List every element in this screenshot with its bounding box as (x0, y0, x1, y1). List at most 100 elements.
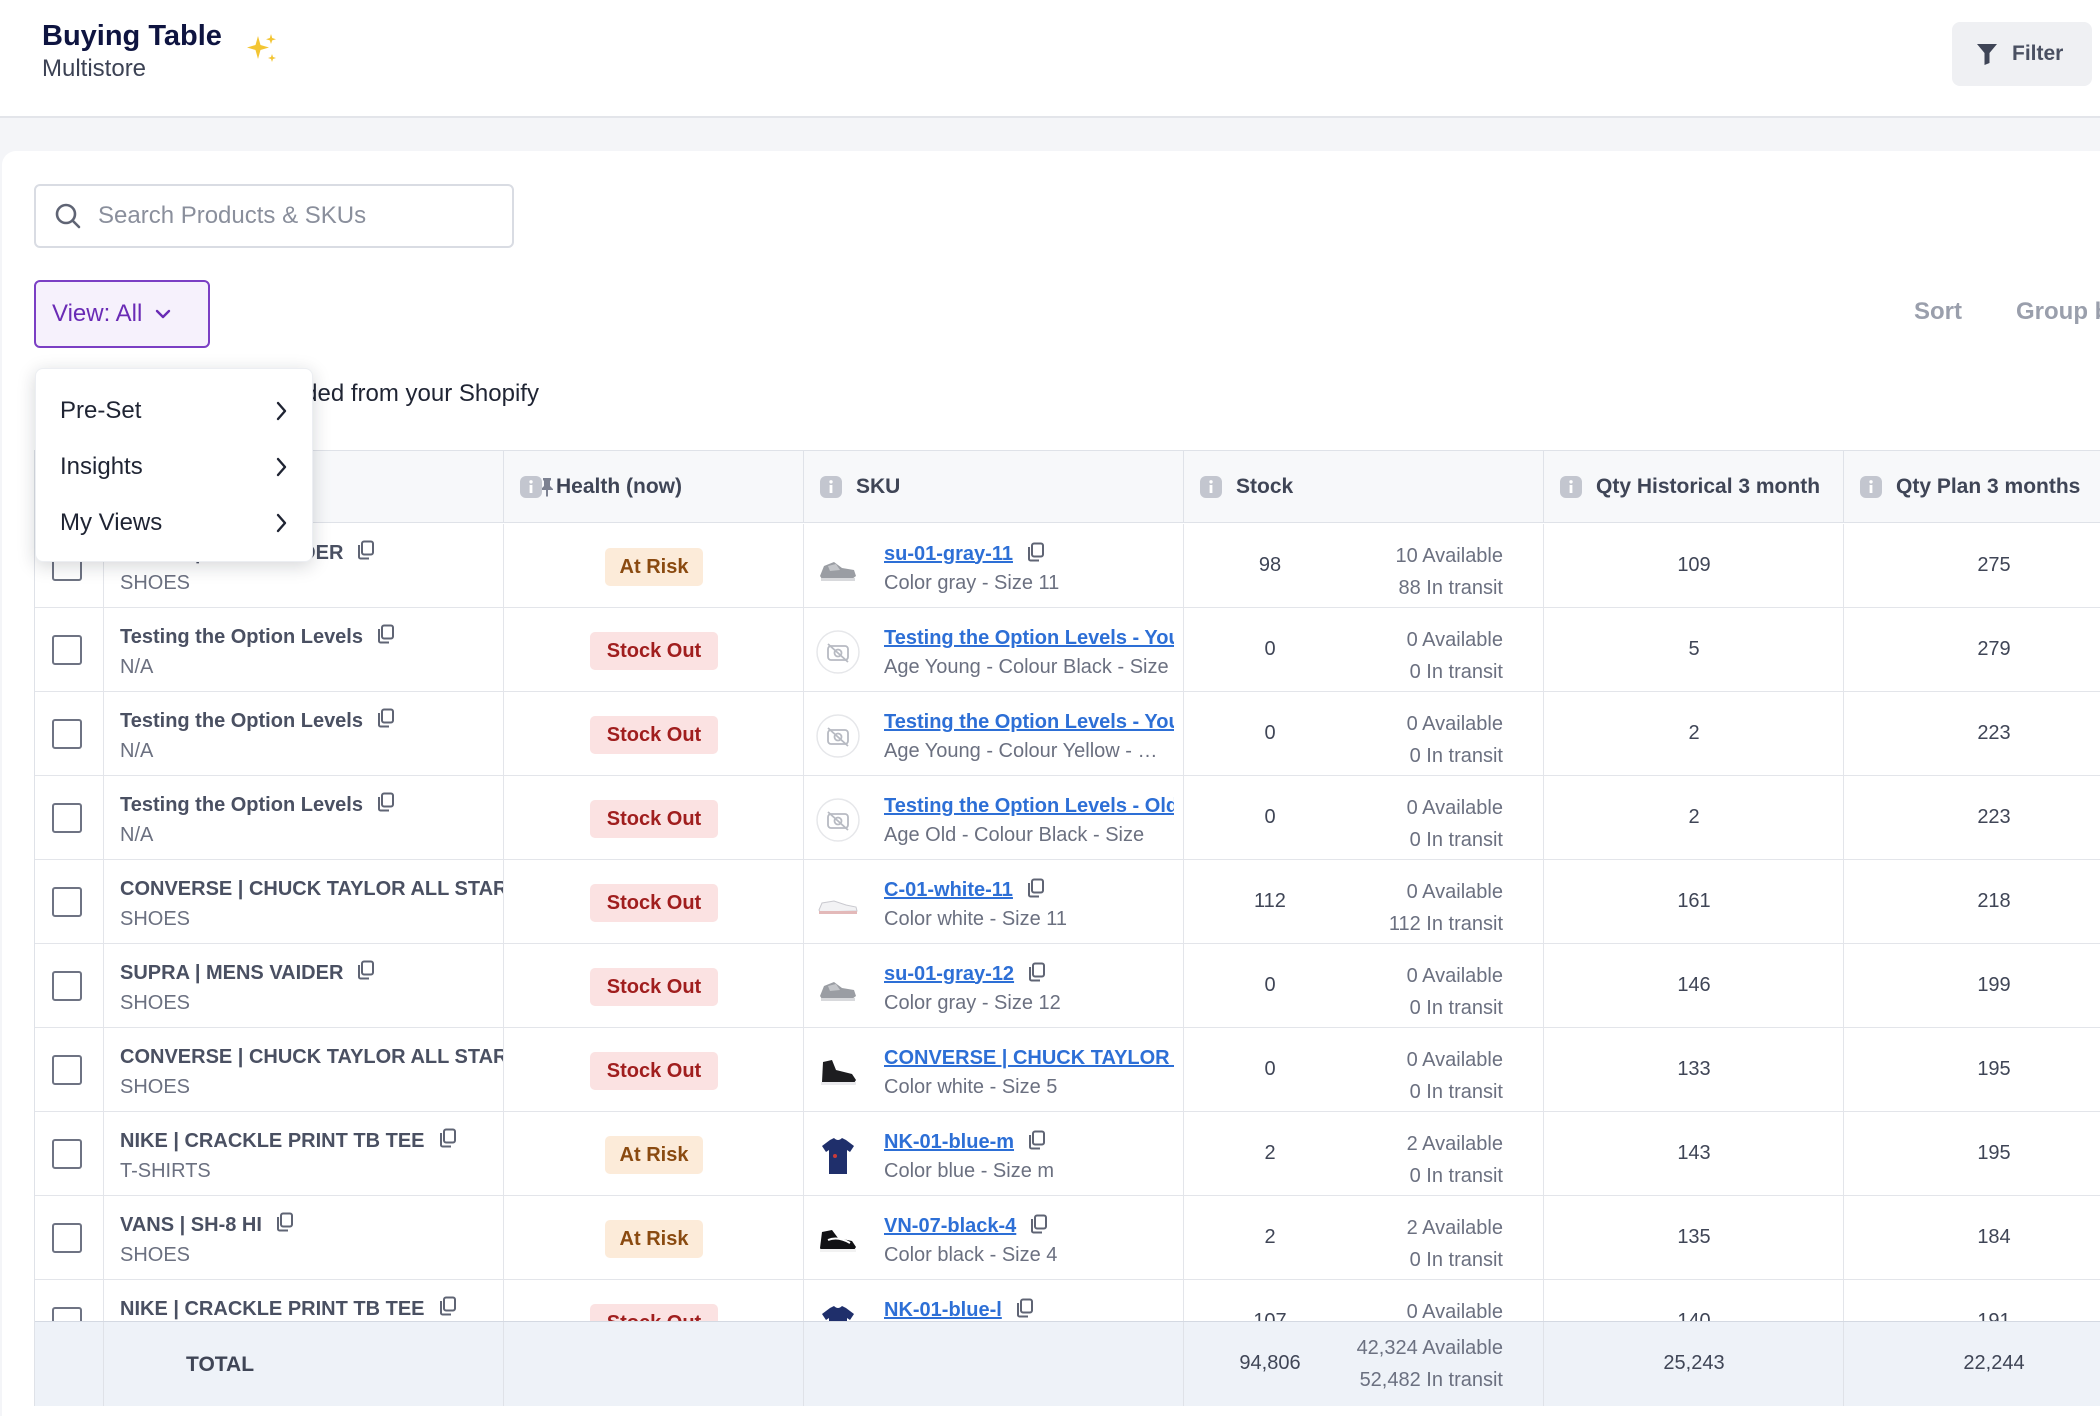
product-category: T-SHIRTS (120, 1160, 211, 1182)
qty-plan-value: 218 (1977, 890, 2011, 912)
column-header-health[interactable]: Health (now) (504, 451, 804, 523)
column-label: Qty Historical 3 month (1596, 475, 1821, 498)
sku-link[interactable]: NK-01-blue-m (884, 1130, 1015, 1153)
column-header-sku[interactable]: SKU (804, 451, 1184, 523)
row-checkbox[interactable] (52, 719, 82, 749)
row-checkbox[interactable] (52, 1055, 82, 1085)
product-name-wrap: Testing the Option Levels (120, 792, 395, 818)
pin-icon[interactable] (538, 477, 556, 497)
sku-description: Age Young - Colour Yellow - Size (884, 740, 1169, 762)
sku-link[interactable]: NK-01-blue-l (884, 1298, 1002, 1321)
stock-in-transit: 0 In transit (1409, 1081, 1503, 1103)
search-icon (55, 203, 81, 229)
sku-link[interactable]: C-01-white-11 (884, 878, 1013, 901)
copy-icon[interactable] (1028, 962, 1046, 987)
stock-cell: 0 0 Available 0 In transit (1184, 944, 1544, 1028)
row-checkbox[interactable] (52, 1223, 82, 1253)
copy-icon[interactable] (357, 540, 375, 566)
copy-icon[interactable] (1016, 1298, 1034, 1323)
copy-icon[interactable] (1027, 542, 1045, 567)
row-checkbox[interactable] (52, 887, 82, 917)
column-header-stock[interactable]: Stock (1184, 451, 1544, 523)
sku-description: Age Old - Colour Black - Size (884, 824, 1145, 846)
total-label: TOTAL (186, 1353, 255, 1376)
copy-icon[interactable] (276, 1212, 294, 1238)
sku-link[interactable]: CONVERSE | CHUCK TAYLOR ALL STAR (884, 1046, 1174, 1069)
sku-link[interactable]: Testing the Option Levels - Young / Blac… (884, 626, 1174, 649)
qty-plan-value: 184 (1977, 1226, 2011, 1248)
view-selector-button[interactable]: View: All (34, 280, 210, 348)
table-row[interactable]: Testing the Option Levels N/A Stock Out Tes… (35, 608, 2100, 692)
row-checkbox[interactable] (52, 635, 82, 665)
sort-button[interactable]: Sort (1914, 298, 1962, 325)
menu-item-preset[interactable]: Pre-Set (36, 383, 314, 439)
select-cell (35, 860, 104, 944)
chevron-right-icon (276, 457, 287, 477)
copy-icon[interactable] (377, 708, 395, 734)
row-checkbox[interactable] (52, 1139, 82, 1169)
product-category: SHOES (120, 1076, 191, 1098)
sku-link[interactable]: su-01-gray-11 (884, 542, 1013, 565)
product-name: NIKE | CRACKLE PRINT TB TEE (120, 1129, 425, 1152)
copy-icon[interactable] (377, 792, 395, 818)
column-header-product[interactable] (104, 451, 553, 523)
stock-availability: 0 Available 0 In transit (1407, 624, 1503, 688)
row-checkbox[interactable] (52, 803, 82, 833)
copy-icon[interactable] (439, 1296, 457, 1322)
filter-button[interactable]: Filter (1952, 22, 2092, 86)
copy-icon[interactable] (1028, 1130, 1046, 1155)
stock-value: 112 (1254, 890, 1286, 912)
product-category: SHOES (120, 572, 191, 594)
sku-link[interactable]: Testing the Option Levels - Young / Yell… (884, 710, 1174, 733)
sku-link-wrap: Testing the Option Levels - Young / Blac… (884, 622, 1174, 654)
search-input[interactable]: Search Products & SKUs (34, 184, 514, 248)
table-row[interactable]: VANS | SH-8 HI SHOES At Risk VN-07-black-4 C… (35, 1196, 2100, 1280)
stock-available: 0 Available (1406, 713, 1503, 735)
total-cell-blank (35, 1322, 104, 1406)
menu-item-label: Pre-Set (60, 397, 142, 424)
table-row[interactable]: CONVERSE | CHUCK TAYLOR ALL STAR SHOES Sto… (35, 1028, 2100, 1112)
stock-availability: 0 Available 0 In transit (1407, 792, 1503, 856)
column-header-qty-plan[interactable]: Qty Plan 3 months (1844, 451, 2100, 523)
menu-item-insights[interactable]: Insights (36, 439, 314, 495)
stock-value: 0 (1264, 1058, 1276, 1080)
stock-value: 0 (1264, 806, 1276, 828)
sku-link-wrap: NK-01-blue-l (884, 1294, 1174, 1326)
table-row[interactable]: Testing the Option Levels N/A Stock Out Tes… (35, 776, 2100, 860)
column-header-qty-historical[interactable]: Qty Historical 3 month (1544, 451, 1844, 523)
copy-icon[interactable] (1030, 1214, 1048, 1239)
sku-description: Color blue - Size m (884, 1160, 1055, 1182)
copy-icon[interactable] (439, 1128, 457, 1154)
stock-value: 2 (1264, 1226, 1276, 1248)
qty-plan-value: 275 (1977, 554, 2011, 576)
total-availability: 42,324 Available 52,482 In transit (1357, 1332, 1503, 1396)
qty-historical-value: 161 (1677, 890, 1711, 912)
copy-icon[interactable] (357, 960, 375, 986)
view-dropdown-menu: Pre-Set Insights My Views (35, 368, 313, 562)
table-row[interactable]: Testing the Option Levels N/A Stock Out Tes… (35, 692, 2100, 776)
table-row[interactable]: CONVERSE | CHUCK TAYLOR ALL STAR SHOES Sto… (35, 860, 2100, 944)
stock-available: 10 Available (1395, 545, 1504, 567)
sku-link[interactable]: su-01-gray-12 (884, 962, 1015, 985)
copy-icon[interactable] (377, 624, 395, 650)
total-stock: 94,806 (1239, 1352, 1301, 1374)
sku-link[interactable]: VN-07-black-4 (884, 1214, 1017, 1237)
stock-available: 0 Available (1406, 797, 1503, 819)
product-cell: CONVERSE | CHUCK TAYLOR ALL STAR SHOES (104, 1028, 504, 1112)
copy-icon[interactable] (1027, 878, 1045, 903)
product-name: CONVERSE | CHUCK TAYLOR ALL STAR (120, 877, 504, 900)
column-label: Qty Plan 3 months (1896, 475, 2081, 498)
product-thumbnail (816, 714, 860, 758)
table-row[interactable]: SUPRA | MENS VAIDER SHOES Stock Out su-01-g… (35, 944, 2100, 1028)
health-badge: At Risk (605, 1136, 703, 1174)
stock-value: 2 (1264, 1142, 1276, 1164)
menu-item-my-views[interactable]: My Views (36, 495, 314, 551)
row-checkbox[interactable] (52, 971, 82, 1001)
product-name-wrap: Testing the Option Levels (120, 624, 395, 650)
group-by-button[interactable]: Group b (2016, 298, 2100, 325)
stock-cell: 112 0 Available 112 In transit (1184, 860, 1544, 944)
sku-link[interactable]: Testing the Option Levels - Old / Black (884, 794, 1174, 817)
stock-in-transit: 0 In transit (1409, 829, 1503, 851)
table-row[interactable]: SUPRA | MENS VAIDERSHOESAt Risksu-01-gra… (35, 524, 2100, 608)
table-row[interactable]: NIKE | CRACKLE PRINT TB TEE T-SHIRTS At Ri… (35, 1112, 2100, 1196)
